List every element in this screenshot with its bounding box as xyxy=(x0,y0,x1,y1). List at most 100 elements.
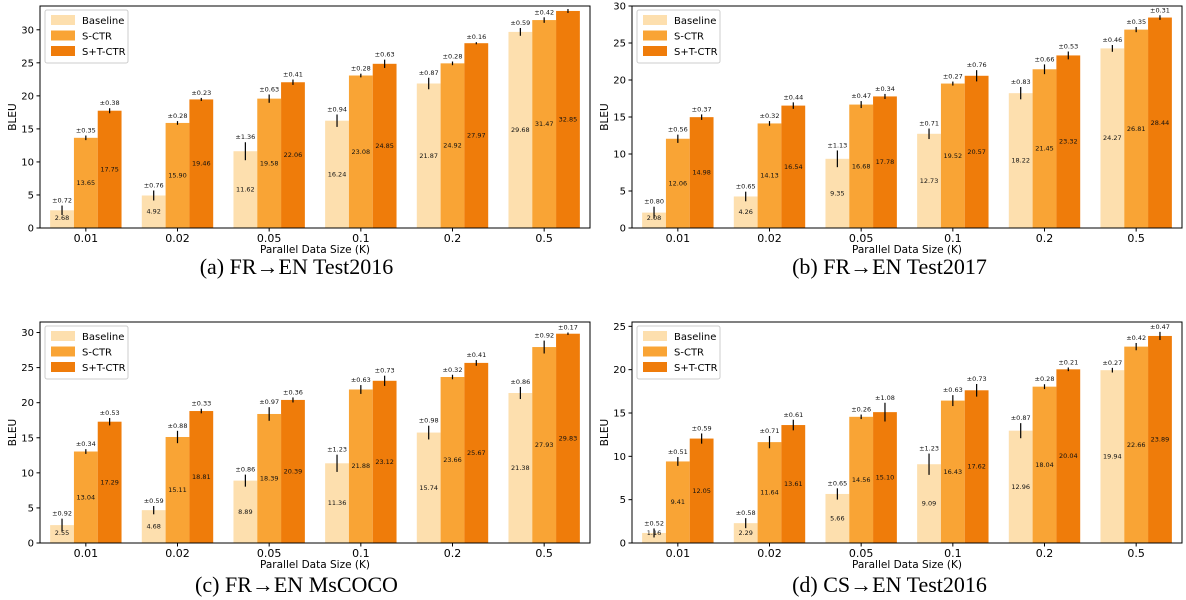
bar-splust-ctr-0.5 xyxy=(556,333,580,543)
error-label: ±0.63 xyxy=(259,85,279,93)
bar-baseline-0.05 xyxy=(825,493,850,543)
chart-panel-a: ±0.72 2.68 ±0.76 4.92 ±1.36 11.62 ±0.94 16.24 ±0… xyxy=(0,0,593,256)
y-tick-label: 20 xyxy=(21,398,34,409)
error-label: ±0.94 xyxy=(327,105,347,113)
chart-svg-a: ±0.72 2.68 ±0.76 4.92 ±1.36 11.62 ±0.94 16.24 ±0… xyxy=(7,5,591,256)
bar-splust-ctr-0.2 xyxy=(464,43,489,228)
error-label: ±0.86 xyxy=(235,466,255,474)
value-label: 15.74 xyxy=(419,484,438,492)
plot-frame xyxy=(631,321,1183,544)
bar-s-ctr-0.02 xyxy=(757,442,782,543)
error-label: ±0.36 xyxy=(283,388,303,396)
value-label: 21.88 xyxy=(352,462,371,470)
value-label: 21.87 xyxy=(419,152,438,160)
bar-s-ctr-0.01 xyxy=(665,138,690,228)
bar-s-ctr-0.2 xyxy=(440,377,465,543)
bar-splust-ctr-0.2 xyxy=(1056,369,1081,543)
bar-baseline-0.01 xyxy=(50,210,74,228)
value-label: 4.26 xyxy=(738,208,752,216)
y-axis-label: BLEU xyxy=(599,419,611,446)
error-label: ±0.59 xyxy=(144,497,164,505)
value-label: 17.78 xyxy=(876,158,895,166)
value-label: 23.08 xyxy=(352,148,371,156)
y-tick-label: 30 xyxy=(21,25,34,36)
legend: Baseline S-CTR S+T-CTR xyxy=(636,9,721,64)
error-label: ±1.23 xyxy=(327,446,347,454)
error-label: ±1.36 xyxy=(235,133,255,141)
plot-frame xyxy=(39,5,591,229)
error-label: ±0.52 xyxy=(644,519,664,527)
bar-baseline-0.01 xyxy=(642,532,666,543)
x-tick-label: 0.05 xyxy=(257,547,282,560)
x-tick-label: 0.01 xyxy=(666,232,691,245)
legend-swatch-s-ctr xyxy=(643,346,667,357)
y-tick-label: 20 xyxy=(613,76,626,87)
error-label: ±0.47 xyxy=(1150,323,1170,331)
bar-baseline-0.5 xyxy=(1100,370,1125,543)
y-tick-label: 10 xyxy=(613,150,626,161)
y-tick-label: 15 xyxy=(21,124,34,135)
error-label: ±0.51 xyxy=(668,448,688,456)
value-label: 19.52 xyxy=(944,152,963,160)
bar-baseline-0.1 xyxy=(917,464,941,543)
error-label: ±0.72 xyxy=(52,197,72,205)
value-label: 14.13 xyxy=(760,172,779,180)
value-label: 12.06 xyxy=(669,179,688,187)
value-label: 18.22 xyxy=(1011,157,1030,165)
error-label: ±0.21 xyxy=(1058,359,1078,367)
value-label: 16.24 xyxy=(328,170,347,178)
value-label: 20.04 xyxy=(1059,452,1078,460)
value-label: 22.06 xyxy=(284,151,303,159)
chart-panel-d: ±0.52 1.16 ±0.58 2.29 ±0.65 5.66 ±1.23 9.09 ±0.8… xyxy=(593,310,1186,572)
error-label: ±0.76 xyxy=(144,181,164,189)
error-label: ±0.65 xyxy=(827,479,847,487)
value-label: 23.12 xyxy=(375,458,394,466)
error-label: ±0.59 xyxy=(692,424,712,432)
bar-baseline-0.01 xyxy=(642,212,666,228)
legend-label: S-CTR xyxy=(674,32,704,43)
bar-s-ctr-0.1 xyxy=(940,83,965,228)
bar-s-ctr-0.5 xyxy=(532,347,557,543)
error-label: ±0.87 xyxy=(1011,414,1031,422)
bar-splust-ctr-0.05 xyxy=(873,96,897,228)
value-label: 19.46 xyxy=(192,160,211,168)
bar-s-ctr-0.02 xyxy=(757,123,782,228)
value-label: 23.32 xyxy=(1059,138,1078,146)
value-label: 24.92 xyxy=(443,142,462,150)
y-tick-label: 10 xyxy=(21,157,34,168)
bar-baseline-0.05 xyxy=(233,480,258,543)
legend-label: S+T-CTR xyxy=(674,363,718,374)
legend-label: S+T-CTR xyxy=(674,47,718,58)
bar-splust-ctr-0.01 xyxy=(689,117,714,228)
x-tick-label: 0.02 xyxy=(165,232,190,245)
error-label: ±0.38 xyxy=(100,99,120,107)
legend-label: S-CTR xyxy=(82,32,112,43)
error-label: ±0.76 xyxy=(967,61,987,69)
bar-baseline-0.2 xyxy=(1008,430,1033,543)
legend-label: Baseline xyxy=(82,332,124,343)
bar-s-ctr-0.01 xyxy=(665,461,690,543)
error-label: ±0.80 xyxy=(644,198,664,206)
value-label: 18.39 xyxy=(260,474,279,482)
value-label: 20.57 xyxy=(967,148,986,156)
value-label: 9.41 xyxy=(671,498,685,506)
error-label: ±0.28 xyxy=(168,112,188,120)
value-label: 15.11 xyxy=(168,486,187,494)
bar-splust-ctr-0.1 xyxy=(964,390,989,543)
bar-splust-ctr-0.01 xyxy=(97,421,122,543)
error-label: ±0.44 xyxy=(783,93,803,101)
legend-label: S-CTR xyxy=(674,348,704,359)
bar-baseline-0.5 xyxy=(508,393,533,543)
legend-swatch-splust-ctr xyxy=(51,46,75,56)
bar-baseline-0.2 xyxy=(416,83,441,228)
y-tick-label: 10 xyxy=(613,452,626,463)
x-tick-label: 0.05 xyxy=(849,232,874,245)
x-tick-label: 0.2 xyxy=(1036,232,1054,245)
error-label: ±0.63 xyxy=(943,386,963,394)
bar-s-ctr-0.01 xyxy=(73,137,98,228)
value-label: 2.29 xyxy=(738,529,752,537)
error-label: ±0.92 xyxy=(52,510,72,518)
y-tick-label: 30 xyxy=(21,328,34,339)
bar-s-ctr-0.01 xyxy=(73,451,98,543)
x-tick-label: 0.05 xyxy=(849,547,874,560)
